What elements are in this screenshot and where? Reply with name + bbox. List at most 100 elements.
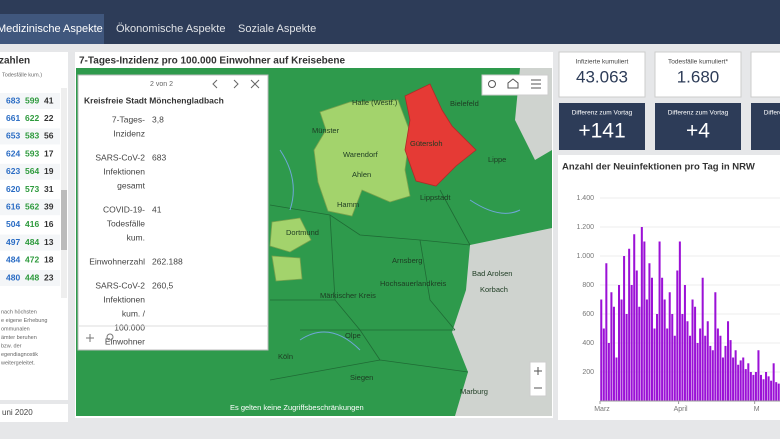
active-tab[interactable] — [0, 14, 104, 44]
bar[interactable] — [683, 285, 686, 401]
bar[interactable] — [734, 350, 737, 401]
bar[interactable] — [666, 328, 669, 402]
bar[interactable] — [648, 263, 651, 401]
popup-controls[interactable] — [212, 79, 260, 89]
bar[interactable] — [747, 363, 750, 401]
row-value: 573 — [25, 184, 39, 194]
bar[interactable] — [676, 270, 679, 402]
row-value: 616 — [6, 201, 20, 211]
bar[interactable] — [656, 314, 659, 401]
region-red[interactable] — [404, 83, 477, 187]
bar[interactable] — [658, 241, 661, 402]
bar[interactable] — [628, 248, 631, 401]
bar[interactable] — [688, 335, 692, 401]
bar[interactable] — [777, 383, 780, 401]
tab[interactable]: Ökonomische Aspekte — [116, 23, 225, 35]
bar[interactable] — [732, 357, 735, 402]
bar[interactable] — [615, 357, 618, 402]
bar[interactable] — [739, 360, 742, 401]
bar[interactable] — [767, 376, 770, 401]
region-light[interactable] — [313, 99, 411, 217]
bar[interactable] — [721, 357, 724, 402]
row-value: 16 — [44, 219, 54, 229]
bar[interactable] — [701, 277, 704, 401]
bar[interactable] — [742, 357, 745, 402]
bar[interactable] — [650, 277, 653, 401]
home-icon[interactable] — [507, 78, 519, 89]
bar[interactable] — [727, 321, 730, 401]
bar[interactable] — [716, 328, 719, 402]
diff-label: Differenz zum Vortag — [764, 110, 780, 117]
bar[interactable] — [772, 363, 775, 401]
bar[interactable] — [623, 256, 626, 401]
bar[interactable] — [600, 299, 603, 402]
bar[interactable] — [699, 328, 702, 402]
kpi-card — [750, 51, 780, 98]
bar[interactable] — [762, 379, 765, 401]
bar[interactable] — [694, 306, 697, 401]
bar[interactable] — [719, 335, 722, 401]
y-tick-label: 400 — [582, 340, 594, 347]
bar[interactable] — [668, 292, 671, 401]
bar[interactable] — [711, 350, 714, 401]
bar[interactable] — [770, 380, 773, 401]
bar[interactable] — [752, 374, 755, 401]
bar[interactable] — [696, 343, 699, 401]
date-text: uni 2020 — [2, 408, 33, 417]
bar[interactable] — [663, 299, 666, 402]
bar[interactable] — [661, 277, 664, 401]
bar[interactable] — [749, 372, 752, 401]
bar[interactable] — [612, 306, 615, 401]
bar[interactable] — [638, 306, 641, 401]
bar[interactable] — [625, 314, 628, 401]
diff-card — [559, 103, 645, 150]
bar[interactable] — [671, 314, 674, 401]
bar[interactable] — [681, 314, 684, 401]
bar[interactable] — [602, 328, 605, 402]
bar[interactable] — [678, 241, 681, 402]
popup-field-value: 262.188 — [152, 256, 183, 266]
bar[interactable] — [620, 299, 623, 402]
zoom-in[interactable] — [534, 367, 542, 375]
bar[interactable] — [775, 382, 778, 401]
bar[interactable] — [686, 321, 689, 401]
bar[interactable] — [653, 328, 656, 402]
search-icon[interactable] — [488, 80, 496, 88]
bar[interactable] — [709, 345, 712, 401]
region-light[interactable] — [269, 217, 312, 253]
bar[interactable] — [635, 270, 638, 402]
list-icon[interactable] — [531, 79, 541, 89]
tab[interactable]: Medizinische Aspekte — [0, 23, 103, 35]
bar[interactable] — [640, 227, 643, 401]
map-label: Gütersloh — [410, 139, 443, 148]
row-value: 472 — [25, 255, 39, 265]
bar[interactable] — [754, 372, 757, 401]
region-light[interactable] — [271, 255, 303, 282]
bar[interactable] — [645, 299, 648, 402]
bar[interactable] — [704, 335, 707, 401]
bar[interactable] — [706, 321, 709, 401]
bar[interactable] — [630, 285, 633, 401]
bar[interactable] — [673, 335, 676, 401]
bar[interactable] — [643, 241, 646, 402]
bar[interactable] — [607, 343, 610, 401]
scroll-thumb[interactable] — [61, 190, 67, 250]
bar[interactable] — [737, 364, 740, 401]
row-value: 448 — [25, 272, 39, 282]
bar[interactable] — [759, 374, 762, 401]
bar[interactable] — [618, 285, 621, 401]
tab[interactable]: Soziale Aspekte — [238, 23, 316, 35]
bar[interactable] — [724, 345, 727, 401]
popup-field-label: gesamt — [117, 180, 146, 190]
bar[interactable] — [757, 350, 760, 401]
bar[interactable] — [714, 292, 717, 401]
bar[interactable] — [729, 340, 732, 401]
bar[interactable] — [765, 372, 768, 401]
popup-search-icon[interactable] — [106, 333, 114, 341]
bar[interactable] — [633, 234, 636, 401]
bar[interactable] — [744, 369, 747, 401]
bar[interactable] — [691, 299, 694, 402]
popup-zoom-icon[interactable] — [86, 334, 94, 342]
bar[interactable] — [610, 292, 613, 401]
bar[interactable] — [605, 263, 608, 401]
